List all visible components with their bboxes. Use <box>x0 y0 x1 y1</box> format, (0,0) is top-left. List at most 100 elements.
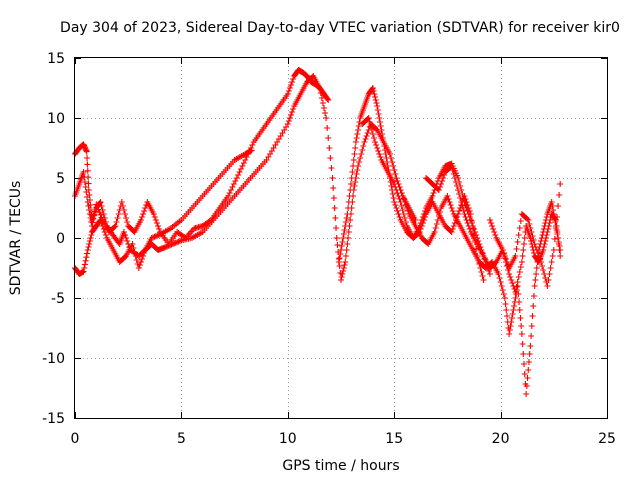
data-point <box>80 169 87 175</box>
data-point <box>150 234 157 241</box>
data-point <box>402 202 409 208</box>
data-point <box>464 202 471 208</box>
data-point <box>524 216 531 222</box>
data-point <box>401 215 408 221</box>
data-point <box>239 163 246 169</box>
data-point <box>371 91 378 97</box>
data-point <box>153 220 160 226</box>
data-point <box>169 241 176 247</box>
data-point <box>374 145 381 151</box>
data-point <box>525 359 532 365</box>
data-point <box>461 211 468 217</box>
data-points <box>72 67 564 397</box>
data-point <box>511 303 518 309</box>
data-point <box>517 264 524 270</box>
data-point <box>332 215 339 221</box>
data-point <box>353 171 360 177</box>
data-point <box>555 241 562 247</box>
data-point <box>86 238 93 244</box>
data-point <box>390 195 397 201</box>
data-point <box>491 229 498 235</box>
data-point <box>326 145 333 151</box>
data-point <box>545 277 552 283</box>
data-point <box>379 135 386 141</box>
data-point <box>373 100 380 106</box>
data-point <box>540 247 547 253</box>
data-point <box>341 262 348 268</box>
data-point <box>378 127 385 133</box>
data-point <box>403 205 410 211</box>
data-point <box>519 341 526 347</box>
data-point <box>124 238 131 244</box>
data-point <box>345 205 352 211</box>
data-point <box>519 253 526 259</box>
data-point <box>245 151 252 157</box>
data-point <box>372 97 379 103</box>
data-point <box>287 112 294 118</box>
data-point <box>456 208 463 214</box>
data-point <box>466 226 473 232</box>
data-point <box>503 313 510 319</box>
data-point <box>119 203 126 209</box>
data-point <box>557 181 564 187</box>
x-tick-label: 20 <box>492 431 510 447</box>
data-point <box>508 277 515 283</box>
data-point <box>351 151 358 157</box>
data-point <box>112 223 119 229</box>
data-point <box>324 125 331 131</box>
data-point <box>91 208 98 215</box>
data-point <box>286 115 293 121</box>
data-point <box>459 203 466 209</box>
data-point <box>85 203 92 209</box>
data-point <box>171 240 178 247</box>
data-point <box>461 193 468 199</box>
data-point <box>350 157 357 163</box>
data-point <box>523 383 530 389</box>
data-point <box>480 277 487 283</box>
data-point <box>392 202 399 208</box>
data-point <box>358 151 365 157</box>
data-point <box>87 235 94 241</box>
data-point <box>285 118 292 124</box>
data-point <box>130 245 137 251</box>
data-point <box>451 175 458 181</box>
data-point <box>535 253 542 259</box>
data-point <box>517 218 524 224</box>
data-point <box>225 193 232 199</box>
data-point <box>338 277 344 283</box>
data-point <box>436 184 443 190</box>
series-arc-2 <box>72 67 332 247</box>
data-point <box>526 221 533 227</box>
data-point <box>550 247 557 253</box>
data-point <box>338 274 345 280</box>
data-point <box>435 187 442 193</box>
data-point <box>318 95 325 101</box>
data-point <box>84 155 91 161</box>
data-point <box>530 237 537 243</box>
data-point <box>137 259 144 265</box>
data-point <box>547 265 554 271</box>
series-arc-6 <box>386 151 564 397</box>
data-point <box>499 287 506 293</box>
data-point <box>350 163 357 169</box>
data-point <box>552 225 559 231</box>
data-point <box>335 259 342 265</box>
data-point <box>360 143 367 149</box>
data-point <box>113 219 120 225</box>
data-point <box>84 247 91 253</box>
data-point <box>556 192 563 198</box>
data-point <box>438 181 445 187</box>
data-point <box>377 123 384 129</box>
y-tick-label: 0 <box>56 231 65 247</box>
data-point <box>139 256 146 262</box>
data-point <box>544 229 551 235</box>
data-point <box>458 199 465 205</box>
data-point <box>369 85 376 91</box>
data-point <box>81 179 88 185</box>
data-point <box>352 139 359 145</box>
data-point <box>379 131 386 137</box>
data-point <box>88 232 95 238</box>
x-tick-label: 0 <box>71 431 80 447</box>
data-point <box>512 289 519 295</box>
data-point <box>399 193 406 199</box>
